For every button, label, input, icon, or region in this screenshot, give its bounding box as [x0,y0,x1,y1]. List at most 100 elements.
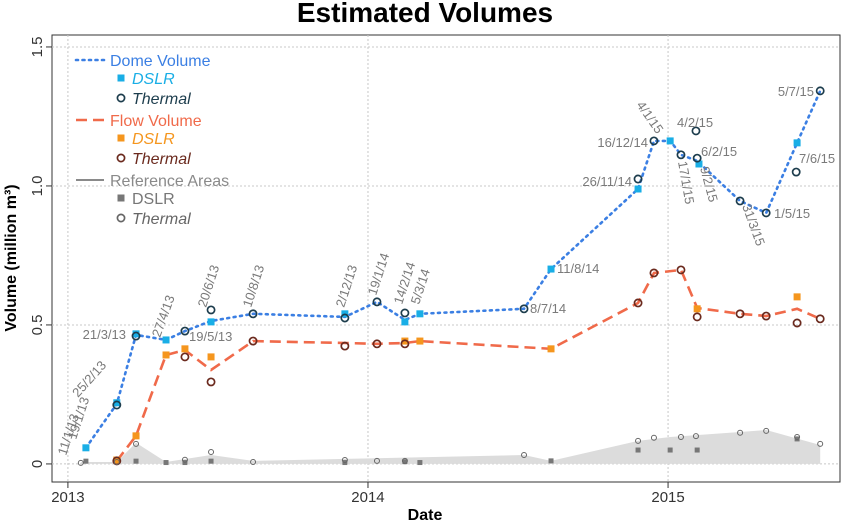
y-tick-label: 1.5 [29,37,46,58]
circle-marker [649,268,659,278]
circle-marker [340,341,350,351]
square-marker [695,160,703,168]
date-label: 2/12/13 [333,263,361,309]
circle-marker [250,458,257,465]
circle-marker [133,440,140,447]
circle-marker [400,339,410,349]
square-marker [162,336,170,344]
square-marker [113,399,121,407]
legend-label: Reference Areas [110,173,229,190]
circle-marker [519,304,529,314]
circle-marker [735,309,745,319]
date-label: 10/8/13 [240,263,268,309]
square-marker [548,458,554,464]
circle-marker [180,326,190,336]
legend-label: DSLR [132,191,175,208]
date-label: 11/8/14 [557,261,599,276]
legend-label: Flow Volume [110,113,202,130]
square-marker [181,345,189,353]
square-marker [693,305,701,313]
square-marker [82,444,90,452]
circle-marker [181,456,188,463]
circle-marker [735,196,745,206]
square-marker [162,351,170,359]
reference-area [80,430,821,464]
legend-label: DSLR [132,71,175,88]
circle-marker [737,429,744,436]
date-label: 17/1/15 [675,160,697,205]
legend-label: Thermal [132,151,191,168]
date-label: 19/1/14 [365,251,393,297]
square-marker [113,456,121,464]
square-marker [793,139,801,147]
circle-marker [116,153,126,163]
circle-marker [650,434,657,441]
date-label: 21/3/13 [83,327,126,342]
square-marker [634,185,642,193]
date-label: 19/5/13 [189,329,232,344]
legend-label: Dome Volume [110,53,211,70]
y-axis-label: Volume (million m³) [3,184,20,331]
square-marker [208,458,214,464]
circle-marker [633,298,643,308]
square-marker [417,460,423,466]
y-tick-label: 0 [29,460,46,468]
square-marker [793,293,801,301]
circle-marker [633,174,643,184]
square-marker [83,458,89,464]
square-marker [401,318,409,326]
date-label: 16/12/14 [597,135,648,150]
circle-marker [692,153,702,163]
circle-marker [761,208,771,218]
legend-label: Thermal [132,91,191,108]
series-line [115,268,821,462]
legend-label: DSLR [132,131,175,148]
date-label: 20/6/13 [195,263,223,309]
y-tick-label: 1.0 [29,176,46,197]
circle-marker [815,86,825,96]
circle-marker [692,312,702,322]
square-marker [207,318,215,326]
date-label: 26/11/14 [582,174,632,189]
circle-marker [677,433,684,440]
date-label: 4/2/15 [677,115,713,130]
circle-marker [180,352,190,362]
date-label: 1/5/15 [774,206,810,221]
square-marker [117,134,125,142]
circle-marker [401,457,408,464]
date-label: 9/2/15 [697,165,721,204]
x-tick-label: 2015 [651,489,684,506]
series-line [84,89,822,450]
circle-marker [373,457,380,464]
square-marker [416,310,424,318]
circle-marker [792,318,802,328]
circle-marker [206,305,216,315]
x-axis-label: Date [408,507,443,524]
square-marker [402,459,408,465]
x-tick-label: 2014 [351,489,384,506]
square-marker [694,447,700,453]
circle-marker [676,265,686,275]
square-marker [132,330,140,338]
circle-marker [77,459,84,466]
x-tick-label: 2013 [51,489,84,506]
square-marker [416,337,424,345]
circle-marker [208,448,215,455]
circle-marker [817,440,824,447]
date-label: 6/2/15 [701,144,737,159]
circle-marker [521,452,528,459]
circle-marker [116,93,126,103]
circle-marker [691,126,701,136]
square-marker [163,460,169,466]
square-marker [635,447,641,453]
circle-marker [815,314,825,324]
circle-marker [248,336,258,346]
date-label: 8/7/14 [530,301,566,316]
circle-marker [400,308,410,318]
date-label: 27/4/13 [149,293,178,339]
date-label: 4/1/15 [634,98,667,136]
